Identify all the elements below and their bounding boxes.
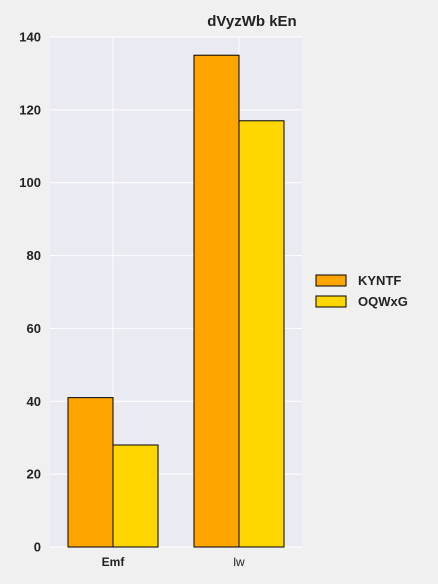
legend-swatch	[315, 295, 347, 308]
y-axis-ticks: 0 20 40 60 80 100 120 140	[19, 30, 41, 555]
x-axis-ticks: Emf lw	[102, 555, 245, 569]
bars	[67, 54, 285, 548]
y-tick-label: 40	[27, 394, 41, 409]
y-tick-label: 100	[19, 175, 41, 190]
bar-kyntf-emf	[67, 397, 114, 548]
bar-oqwxg-emf	[112, 444, 159, 548]
legend-swatch	[315, 274, 347, 287]
x-tick-label: Emf	[102, 555, 126, 569]
legend: KYNTF OQWxG	[315, 273, 408, 309]
bar-oqwxg-lw	[238, 120, 285, 548]
legend-label: KYNTF	[358, 273, 401, 288]
y-tick-label: 0	[34, 540, 41, 555]
legend-label: OQWxG	[358, 294, 408, 309]
chart-title: dVyzWb kEn	[207, 13, 296, 30]
y-tick-label: 140	[19, 30, 41, 45]
bar-kyntf-lw	[193, 54, 240, 548]
y-tick-label: 20	[27, 467, 41, 482]
y-tick-label: 80	[27, 248, 41, 263]
y-tick-label: 120	[19, 102, 41, 117]
x-tick-label: lw	[233, 555, 245, 569]
y-tick-label: 60	[27, 321, 41, 336]
